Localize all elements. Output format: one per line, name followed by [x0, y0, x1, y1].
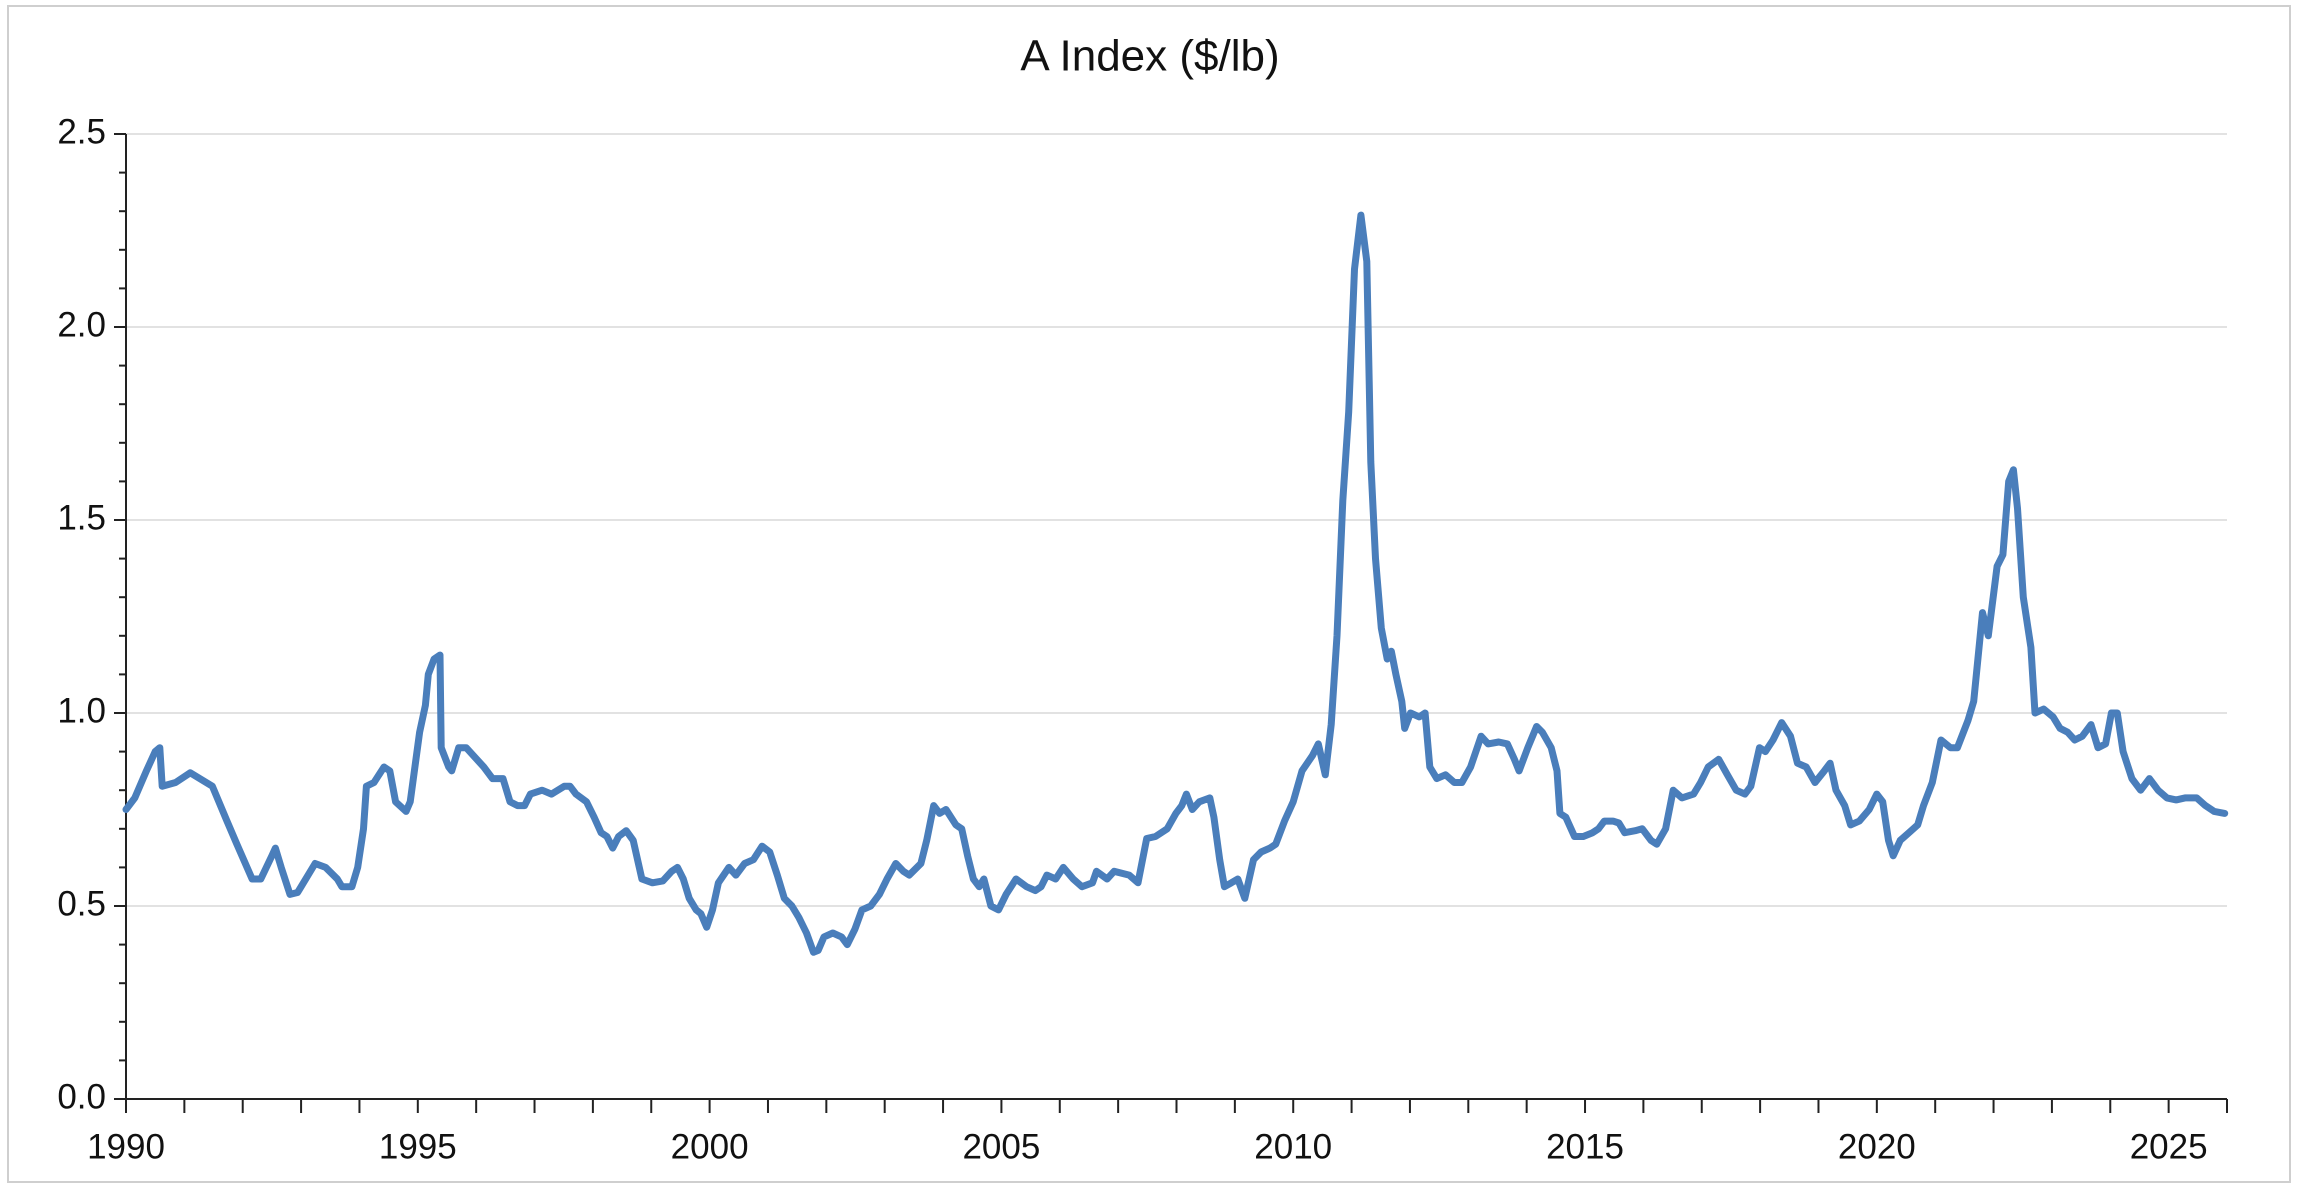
y-tick-label: 1.5: [57, 498, 106, 537]
x-tick-label: 2025: [2130, 1127, 2208, 1166]
x-tick-label: 1990: [87, 1127, 165, 1166]
y-tick-label: 0.0: [57, 1077, 106, 1116]
chart-frame: [7, 5, 2291, 1183]
chart-title: A Index ($/lb): [1020, 32, 1279, 81]
x-tick-label: 2010: [1254, 1127, 1332, 1166]
x-tick-label: 2020: [1838, 1127, 1916, 1166]
y-tick-label: 1.0: [57, 691, 106, 730]
x-tick-label: 2015: [1546, 1127, 1624, 1166]
y-tick-label: 2.5: [57, 112, 106, 151]
x-tick-label: 1995: [379, 1127, 457, 1166]
y-tick-label: 0.5: [57, 884, 106, 923]
x-tick-label: 2000: [671, 1127, 749, 1166]
y-tick-label: 2.0: [57, 305, 106, 344]
x-tick-label: 2005: [962, 1127, 1040, 1166]
data-line: [122, 211, 2229, 956]
